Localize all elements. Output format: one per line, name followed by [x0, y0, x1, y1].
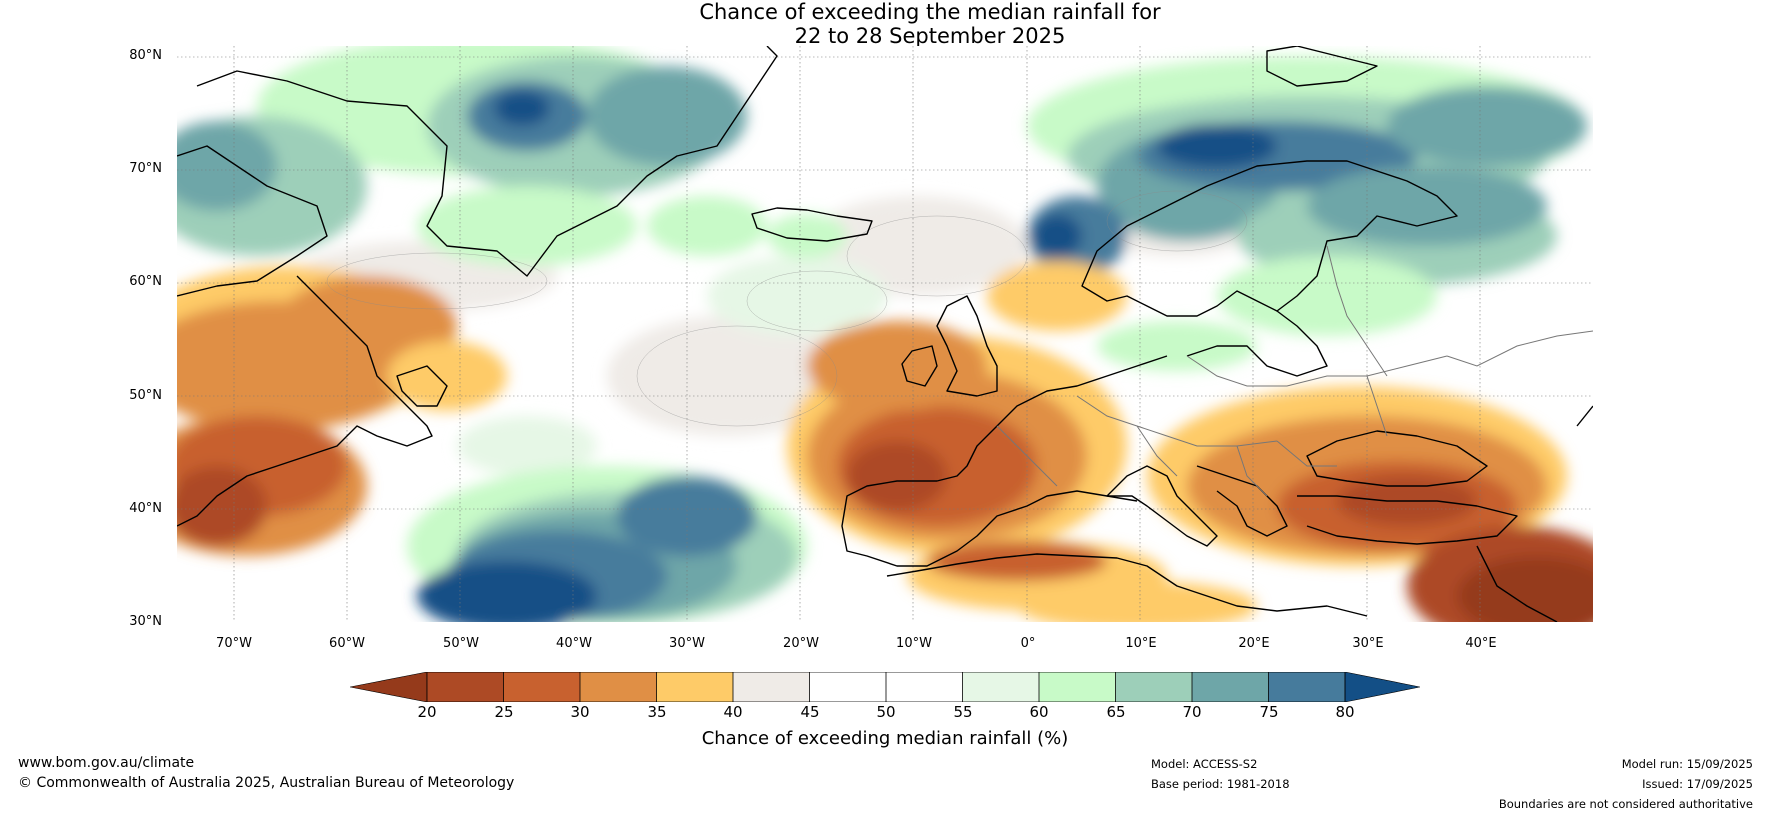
- levant-coast: [1476, 545, 1558, 622]
- lon-label-20e: 20°E: [1238, 636, 1270, 651]
- boundaries-disclaimer: Boundaries are not considered authoritat…: [1498, 797, 1753, 811]
- lon-label-20w: 20°W: [783, 636, 819, 651]
- contour-lines: [326, 190, 1248, 427]
- colorbar: [350, 672, 1420, 702]
- copyright-text: © Commonwealth of Australia 2025, Austra…: [18, 775, 515, 791]
- colorbar-tick-30: 30: [570, 703, 590, 721]
- svalbard-coast: [1266, 46, 1378, 87]
- model-run: Model run: 15/09/2025: [1621, 757, 1753, 771]
- lon-label-40e: 40°E: [1465, 636, 1497, 651]
- map-title-line2: 22 to 28 September 2025: [794, 24, 1066, 48]
- ireland-coast: [901, 345, 938, 387]
- lon-label-0: 0°: [1020, 636, 1036, 651]
- colorbar-bin-60-65: [1039, 672, 1116, 702]
- probability-field: [177, 46, 1593, 622]
- colorbar-tick-75: 75: [1259, 703, 1279, 721]
- model-name: Model: ACCESS-S2: [1151, 757, 1258, 771]
- colorbar-bin-20-25: [427, 672, 504, 702]
- colorbar-tick-65: 65: [1106, 703, 1126, 721]
- colorbar-tick-50: 50: [876, 703, 896, 721]
- map-title-line1: Chance of exceeding the median rainfall …: [699, 0, 1161, 24]
- lon-label-30w: 30°W: [669, 636, 705, 651]
- colorbar-tick-40: 40: [723, 703, 743, 721]
- colorbar-bin-70-75: [1192, 672, 1269, 702]
- colorbar-tick-70: 70: [1182, 703, 1202, 721]
- lon-label-60w: 60°W: [329, 636, 365, 651]
- west-europe-coast: [841, 355, 1168, 567]
- graticule: [177, 46, 1593, 622]
- colorbar-bin-55-60: [962, 672, 1039, 702]
- north-africa-coast: [886, 553, 1368, 617]
- country-borders: [996, 245, 1593, 497]
- baltic-coast: [1186, 310, 1328, 377]
- colorbar-bin-35-40: [656, 672, 733, 702]
- turkey-coast: [1297, 495, 1518, 545]
- colorbar-dividers: [426, 672, 1346, 702]
- colorbar-bin-30-35: [580, 672, 657, 702]
- colorbar-bin-50-55: [886, 672, 963, 702]
- lon-label-10w: 10°W: [896, 636, 932, 651]
- map-title: Chance of exceeding the median rainfall …: [0, 0, 1770, 48]
- iceland-coast: [751, 207, 873, 242]
- baffin-coast: [177, 145, 328, 297]
- balkans-coast: [1196, 465, 1288, 537]
- scandinavia-coast: [1081, 160, 1458, 317]
- colorbar-tick-25: 25: [494, 703, 514, 721]
- colorbar-bin-45-50: [809, 672, 886, 702]
- newfoundland-coast: [396, 365, 448, 407]
- lon-label-70w: 70°W: [216, 636, 252, 651]
- colorbar-extend-high: [1344, 672, 1420, 702]
- caspian-coast: [1576, 405, 1593, 427]
- lat-label-50n: 50°N: [129, 388, 162, 403]
- colorbar-tick-80: 80: [1335, 703, 1355, 721]
- colorbar-bin-75-80: [1268, 672, 1345, 702]
- black-sea-coast: [1306, 430, 1488, 487]
- lon-label-30e: 30°E: [1352, 636, 1384, 651]
- italy-coast: [1106, 465, 1218, 547]
- colorbar-tick-45: 45: [800, 703, 820, 721]
- issued-date: Issued: 17/09/2025: [1642, 777, 1753, 791]
- lon-label-10e: 10°E: [1125, 636, 1157, 651]
- website-link[interactable]: www.bom.gov.au/climate: [18, 755, 195, 771]
- lat-label-30n: 30°N: [129, 614, 162, 629]
- colorbar-bin-25-30: [503, 672, 580, 702]
- lat-label-80n: 80°N: [129, 48, 162, 63]
- lat-label-40n: 40°N: [129, 501, 162, 516]
- colorbar-tick-35: 35: [647, 703, 667, 721]
- colorbar-extend-low: [350, 672, 428, 702]
- colorbar-bin-40-45: [733, 672, 810, 702]
- labrador-coast: [177, 275, 433, 527]
- colorbar-tick-20: 20: [417, 703, 437, 721]
- rainfall-map-canvas: [177, 46, 1593, 622]
- lat-label-60n: 60°N: [129, 274, 162, 289]
- colorbar-tick-55: 55: [953, 703, 973, 721]
- great-britain-coast: [936, 295, 998, 397]
- lon-label-50w: 50°W: [443, 636, 479, 651]
- coastlines: [177, 46, 1593, 622]
- rainfall-map: [177, 46, 1593, 622]
- greenland-coast: [196, 46, 778, 277]
- lon-label-40w: 40°W: [556, 636, 592, 651]
- colorbar-tick-60: 60: [1029, 703, 1049, 721]
- colorbar-title: Chance of exceeding median rainfall (%): [701, 728, 1069, 749]
- lat-label-70n: 70°N: [129, 161, 162, 176]
- base-period: Base period: 1981-2018: [1151, 777, 1290, 791]
- colorbar-bin-65-70: [1115, 672, 1192, 702]
